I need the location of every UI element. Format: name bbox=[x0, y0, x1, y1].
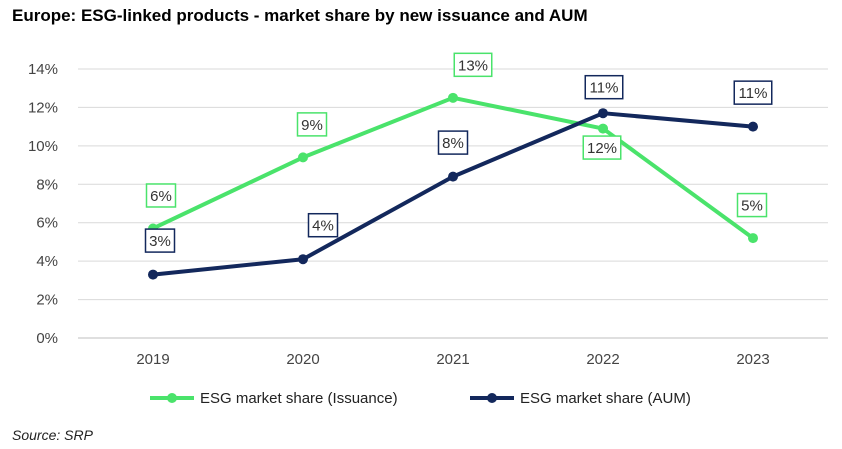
data-label-box bbox=[453, 52, 493, 78]
data-label-box bbox=[145, 183, 177, 208]
y-tick-label: 0% bbox=[36, 330, 58, 347]
data-point bbox=[598, 108, 608, 119]
data-label: 4% bbox=[312, 218, 334, 235]
data-point bbox=[298, 254, 308, 265]
data-label-box bbox=[584, 74, 624, 100]
data-label-box bbox=[144, 228, 176, 253]
data-point bbox=[148, 269, 158, 280]
data-label: 12% bbox=[587, 140, 617, 157]
series-lines bbox=[152, 95, 755, 277]
gridlines bbox=[78, 68, 828, 339]
data-point bbox=[298, 152, 308, 163]
y-tick-label: 8% bbox=[36, 176, 58, 193]
data-labels: 6% 9% 13% 12% 5% 3% 4% 8% 11% 11% bbox=[144, 52, 773, 253]
data-label-box bbox=[733, 80, 773, 105]
legend: ESG market share (Issuance) ESG market sh… bbox=[150, 390, 691, 407]
legend-label: ESG market share (Issuance) bbox=[200, 390, 398, 407]
y-axis-ticks: 0% 2% 4% 6% 8% 10% 12% 14% bbox=[28, 61, 58, 347]
data-label-box bbox=[582, 135, 622, 160]
data-label: 11% bbox=[590, 80, 619, 97]
data-point bbox=[748, 121, 758, 132]
data-label-box bbox=[736, 192, 768, 218]
y-tick-label: 6% bbox=[36, 215, 58, 232]
legend-swatch-marker bbox=[167, 393, 177, 403]
y-tick-label: 10% bbox=[28, 138, 58, 155]
y-tick-label: 4% bbox=[36, 253, 58, 270]
legend-label: ESG market share (AUM) bbox=[520, 390, 691, 407]
source-note: Source: SRP bbox=[12, 427, 93, 443]
data-point bbox=[448, 92, 458, 103]
x-tick-label: 2021 bbox=[436, 351, 469, 368]
y-tick-label: 12% bbox=[28, 99, 58, 116]
data-label: 5% bbox=[741, 198, 763, 215]
data-label-box bbox=[296, 112, 328, 137]
data-label: 11% bbox=[739, 85, 768, 102]
data-point bbox=[448, 171, 458, 182]
data-label-box bbox=[437, 130, 469, 155]
data-point bbox=[748, 233, 758, 244]
x-axis-ticks: 2019 2020 2021 2022 2023 bbox=[136, 351, 769, 368]
y-tick-label: 2% bbox=[36, 292, 58, 309]
chart-title: Europe: ESG-linked products - market sha… bbox=[12, 6, 588, 25]
legend-swatch-marker bbox=[487, 393, 497, 403]
data-label: 6% bbox=[150, 188, 172, 205]
x-tick-label: 2019 bbox=[136, 351, 169, 368]
x-tick-label: 2023 bbox=[736, 351, 769, 368]
data-label: 3% bbox=[149, 233, 171, 250]
x-tick-label: 2020 bbox=[286, 351, 319, 368]
data-label: 13% bbox=[458, 57, 488, 74]
x-tick-label: 2022 bbox=[586, 351, 619, 368]
data-label-box bbox=[307, 212, 339, 238]
data-label: 8% bbox=[442, 135, 464, 152]
data-point bbox=[598, 123, 608, 134]
y-tick-label: 14% bbox=[28, 61, 58, 78]
data-label: 9% bbox=[301, 117, 323, 134]
